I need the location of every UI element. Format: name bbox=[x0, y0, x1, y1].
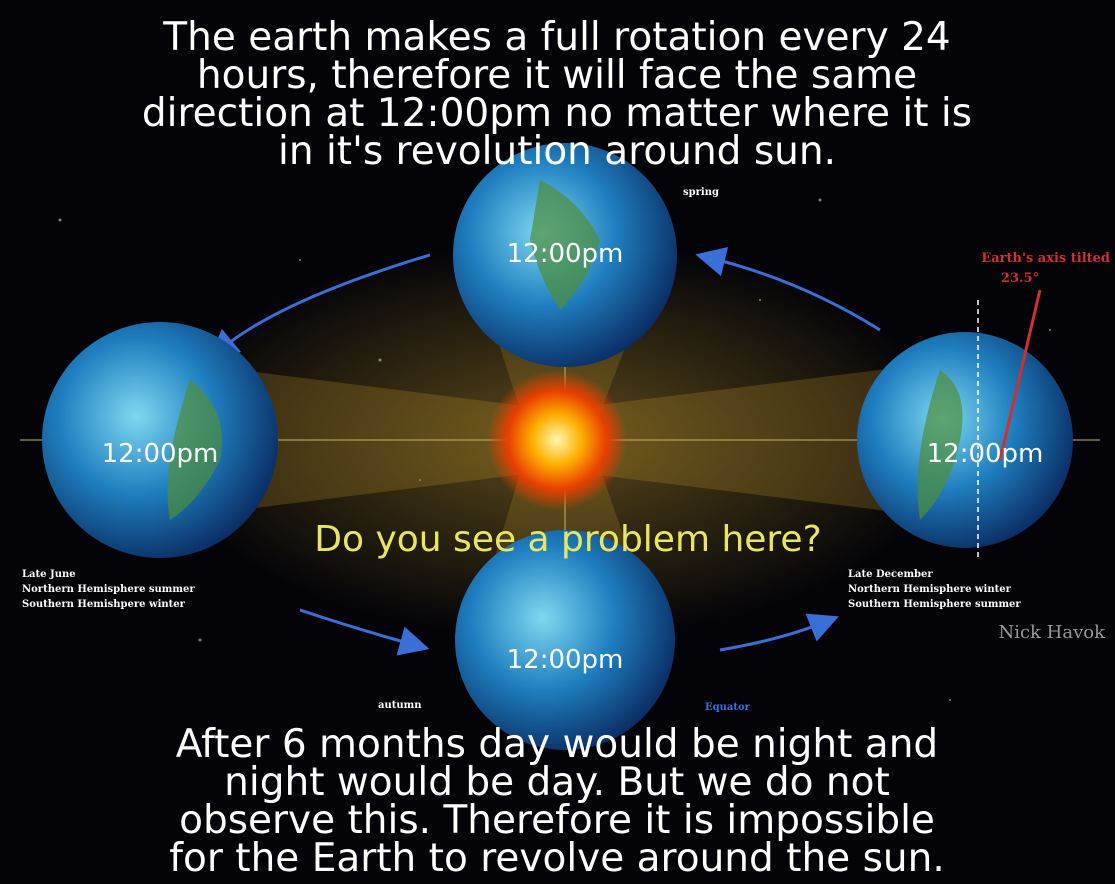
question: Do you see a problem here? bbox=[314, 519, 821, 560]
note-line: Southern Hemishpere winter bbox=[22, 599, 186, 610]
globe bbox=[42, 322, 278, 558]
globe-time: 12:00pm bbox=[102, 439, 219, 469]
axis-tilt-label: Earth's axis tilted bbox=[981, 251, 1110, 266]
continent bbox=[530, 180, 600, 310]
note-line: Late December bbox=[848, 569, 933, 580]
note-line: Northern Hemisphere summer bbox=[22, 584, 195, 595]
text-line: for the Earth to revolve around the sun. bbox=[169, 836, 944, 881]
text-line: The earth makes a full rotation every 24 bbox=[162, 15, 950, 60]
text-line: night would be day. But we do not bbox=[224, 760, 890, 805]
season-label: spring bbox=[683, 187, 719, 198]
orbit-arrow bbox=[208, 253, 431, 360]
orbit-arrow bbox=[719, 613, 839, 652]
globe-time: 12:00pm bbox=[507, 645, 624, 675]
axis-angle-label: 23.5° bbox=[1001, 271, 1039, 286]
sun bbox=[487, 370, 627, 510]
text-line: After 6 months day would be night and bbox=[176, 722, 938, 767]
right-note: Late December Northern Hemisphere winter… bbox=[848, 569, 1021, 610]
left-note: Late June Northern Hemisphere summer Sou… bbox=[22, 569, 195, 610]
watermark: Nick Havok bbox=[998, 622, 1106, 643]
top-text: The earth makes a full rotation every 24… bbox=[142, 15, 972, 174]
season-label: autumn bbox=[378, 700, 422, 711]
note-line: Late June bbox=[22, 569, 76, 580]
text-line: in it's revolution around sun. bbox=[278, 129, 836, 174]
continent bbox=[917, 370, 963, 520]
bottom-text: After 6 months day would be night and ni… bbox=[169, 722, 944, 881]
note-line: Southern Hemisphere summer bbox=[848, 599, 1021, 610]
equator-label: Equator bbox=[705, 702, 751, 713]
tilt-axis bbox=[998, 289, 1042, 461]
globe-time: 12:00pm bbox=[507, 239, 624, 269]
globe bbox=[455, 530, 675, 750]
text-line: hours, therefore it will face the same bbox=[197, 53, 917, 98]
globe-time: 12:00pm bbox=[927, 439, 1044, 469]
orbit-arrow bbox=[299, 608, 430, 656]
continent bbox=[167, 380, 222, 520]
orbit-arrow bbox=[695, 246, 881, 332]
text-line: direction at 12:00pm no matter where it … bbox=[142, 91, 972, 136]
globe bbox=[857, 332, 1073, 548]
note-line: Northern Hemisphere winter bbox=[848, 584, 1012, 595]
text-line: observe this. Therefore it is impossible bbox=[179, 798, 935, 843]
